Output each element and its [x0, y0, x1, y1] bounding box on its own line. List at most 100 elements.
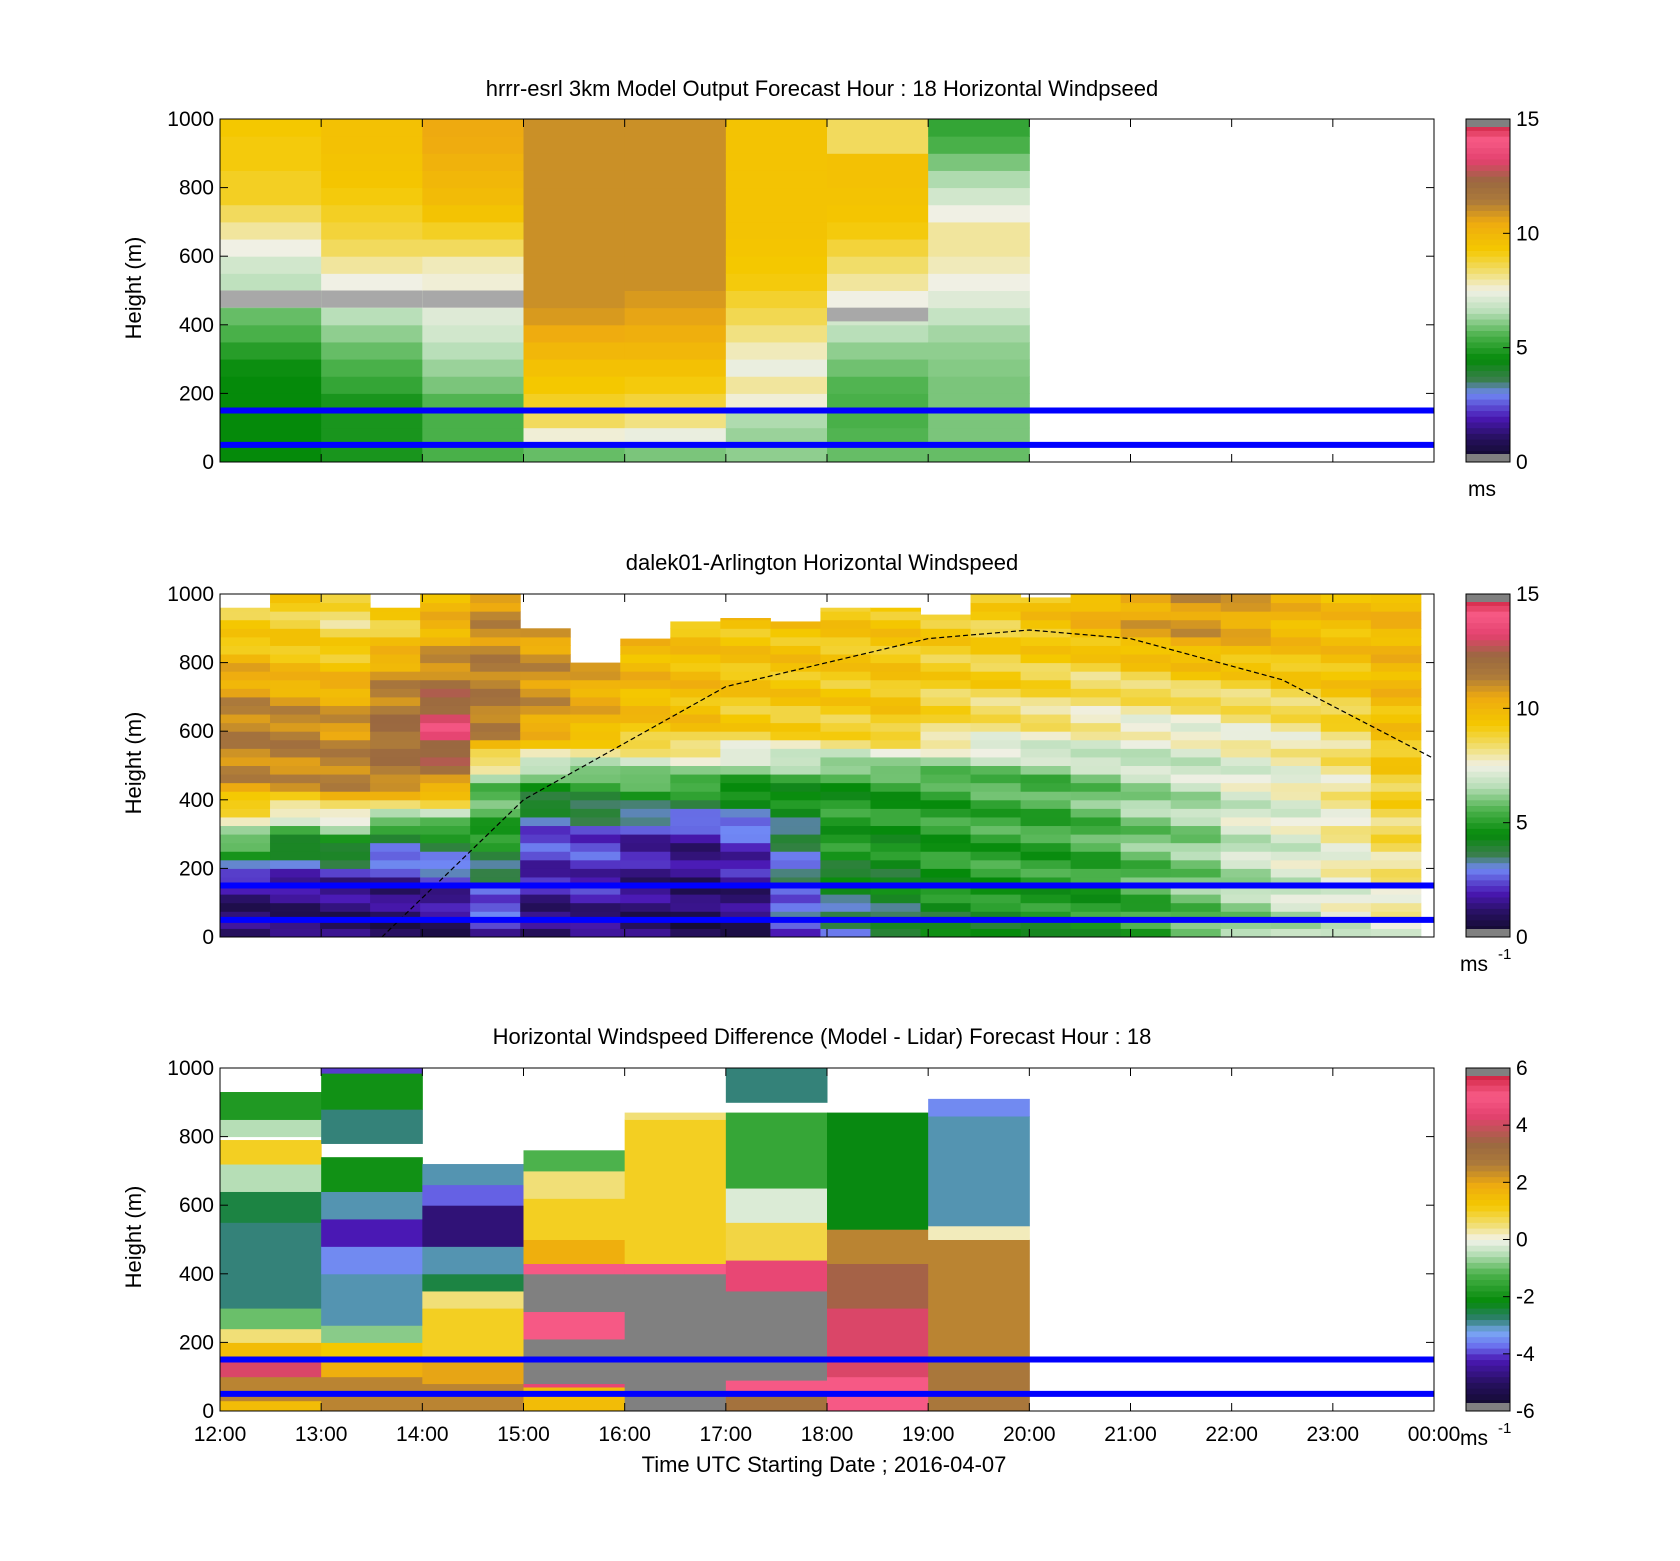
- colorbar-segment: [1466, 868, 1510, 875]
- heatmap-cell: [920, 885, 972, 895]
- heatmap-cells: [220, 594, 1422, 938]
- heatmap-cell: [321, 376, 423, 394]
- heatmap-cell: [220, 902, 271, 912]
- heatmap-cell: [970, 722, 1022, 732]
- heatmap-cell: [1270, 731, 1322, 741]
- colorbar-segment: [1466, 1330, 1510, 1338]
- heatmap-cell: [420, 816, 471, 827]
- colorbar-segment: [1466, 1376, 1510, 1383]
- colorbar-tick-label: 10: [1516, 222, 1539, 245]
- heatmap-cell: [670, 705, 721, 715]
- heatmap-cell: [270, 765, 321, 775]
- colorbar-segment: [1466, 811, 1510, 818]
- heatmap-cell: [928, 1225, 1030, 1240]
- heatmap-cell: [570, 791, 621, 801]
- heatmap-cell: [270, 834, 321, 844]
- heatmap-cell: [420, 885, 471, 895]
- colorbar-segment: [1466, 187, 1510, 194]
- colorbar-segment: [1466, 1268, 1510, 1275]
- heatmap-cell: [970, 876, 1022, 887]
- heatmap-cell: [220, 410, 322, 429]
- heatmap-cell: [470, 594, 521, 604]
- heatmap-cell: [270, 662, 321, 672]
- heatmap-cell: [620, 868, 671, 878]
- heatmap-cell: [523, 359, 626, 377]
- heatmap-cell: [220, 722, 271, 732]
- colorbar-segment: [1466, 1165, 1510, 1172]
- heatmap-cell: [470, 816, 521, 827]
- heatmap-cell: [1020, 876, 1072, 887]
- heatmap-cell: [1220, 834, 1272, 844]
- heatmap-cell: [1370, 919, 1422, 929]
- heatmap-cell: [420, 825, 471, 835]
- heatmap-cell: [422, 239, 524, 257]
- heatmap-cell: [420, 799, 471, 809]
- colorbar-segment: [1466, 330, 1510, 337]
- heatmap-cell: [720, 765, 771, 775]
- heatmap-cell: [1320, 662, 1372, 672]
- heatmap-cell: [420, 919, 471, 929]
- colorbar-unit-superscript: -1: [1498, 946, 1511, 963]
- heatmap-cell: [1170, 911, 1222, 921]
- heatmap-cell: [320, 876, 371, 887]
- heatmap-cell: [520, 885, 571, 895]
- heatmap-cell: [720, 731, 771, 741]
- colorbar-segment: [1466, 645, 1510, 652]
- heatmap-cell: [370, 611, 421, 621]
- heatmap-cell: [725, 1222, 828, 1261]
- heatmap-cell: [820, 834, 871, 844]
- heatmap-cell: [470, 765, 521, 775]
- colorbar-segment: [1466, 805, 1510, 812]
- heatmap-cell: [1370, 774, 1422, 784]
- heatmap-cell: [820, 696, 871, 706]
- heatmap-cell: [523, 324, 626, 343]
- colorbar-segment: [1466, 1250, 1510, 1258]
- colorbar-underflow: [1466, 1403, 1510, 1411]
- y-tick-label: 200: [179, 382, 214, 405]
- x-tick-label: 18:00: [801, 1423, 854, 1446]
- heatmap-cell: [220, 119, 322, 137]
- heatmap-cell: [920, 645, 972, 655]
- colorbar-segment: [1466, 742, 1510, 749]
- heatmap-cell: [920, 851, 972, 861]
- heatmap-cell: [370, 842, 421, 852]
- heatmap-cell: [420, 902, 471, 912]
- heatmap-cell: [320, 756, 371, 766]
- heatmap-cell: [1320, 594, 1372, 604]
- heatmap-cell: [970, 782, 1022, 792]
- heatmap-cell: [870, 688, 921, 698]
- heatmap-cell: [1070, 594, 1122, 604]
- heatmap-cell: [725, 427, 828, 446]
- colorbar-segment: [1466, 439, 1510, 446]
- heatmap-cell: [520, 688, 571, 698]
- heatmap-cell: [970, 834, 1022, 844]
- heatmap-cell: [422, 359, 524, 377]
- colorbar-segment: [1466, 668, 1510, 675]
- heatmap-cell: [928, 1239, 1030, 1361]
- heatmap-cell: [820, 859, 871, 869]
- heatmap-cell: [970, 671, 1022, 681]
- heatmap-cell: [1270, 791, 1322, 801]
- heatmap-cell: [670, 722, 721, 732]
- heatmap-cell: [320, 654, 371, 664]
- heatmap-cell: [1220, 765, 1272, 775]
- heatmap-cell: [970, 885, 1022, 895]
- x-tick-label: 17:00: [700, 1423, 753, 1446]
- heatmap-cell: [720, 696, 771, 706]
- heatmap-cell: [470, 662, 521, 672]
- heatmap-cell: [321, 359, 423, 377]
- colorbar-segment: [1466, 159, 1510, 166]
- colorbar-segment: [1466, 370, 1510, 377]
- heatmap-cell: [270, 671, 321, 681]
- heatmap-cell: [1170, 645, 1222, 655]
- heatmap-cell: [770, 816, 821, 827]
- heatmap-cell: [624, 290, 727, 309]
- heatmap-cell: [570, 722, 621, 732]
- heatmap-cell: [470, 782, 521, 792]
- heatmap-cell: [1120, 696, 1172, 706]
- colorbar-segment: [1466, 1359, 1510, 1366]
- panel-difference-ylabel: Height (m): [121, 1186, 146, 1289]
- heatmap-cell: [1120, 816, 1172, 827]
- heatmap-cell: [420, 748, 471, 758]
- heatmap-cell: [370, 894, 421, 904]
